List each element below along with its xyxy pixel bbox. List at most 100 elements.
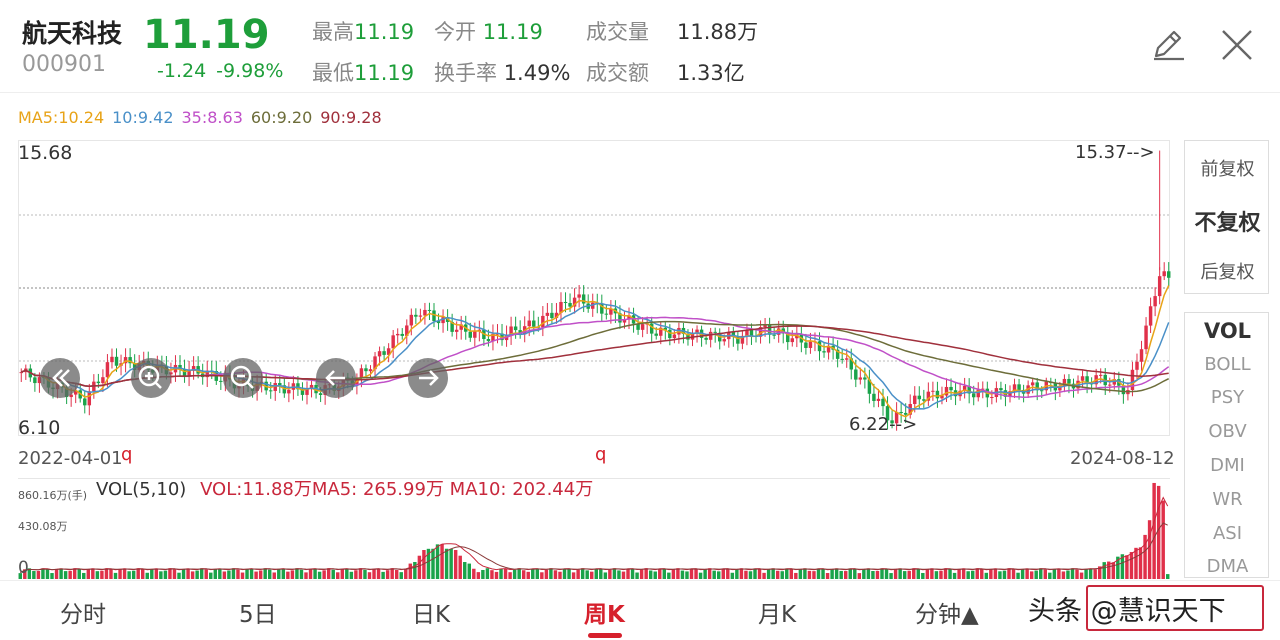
candle-body [967, 385, 971, 394]
volume-bar [1061, 571, 1066, 579]
pre-adjust-option[interactable]: 前复权 [1200, 159, 1255, 180]
y-axis-max: 15.68 [18, 142, 73, 164]
candle-body [854, 369, 858, 380]
volume-chart[interactable] [18, 478, 1170, 579]
candle-body [509, 326, 513, 336]
q-marker: q [121, 444, 133, 465]
tab-5day[interactable]: 5日 [239, 602, 277, 628]
double-chevron-left-icon [52, 369, 70, 387]
indicator-dmi[interactable]: DMI [1210, 455, 1245, 476]
close-icon[interactable] [1220, 28, 1254, 62]
volume-bar [186, 568, 190, 579]
rewind-button[interactable] [40, 358, 80, 398]
candle-body [128, 357, 132, 364]
tab-intraday[interactable]: 分时 [60, 602, 106, 628]
volume-bar [54, 569, 59, 579]
move-left-button[interactable] [316, 358, 356, 398]
volume-bar [780, 571, 784, 579]
tab-daily-k[interactable]: 日K [412, 602, 451, 628]
candle-body [1157, 276, 1162, 297]
quote-header: 航天科技 000901 11.19 -1.24 -9.98% 最高11.19 今开… [0, 0, 1280, 92]
volume-bar [476, 572, 481, 579]
volume-bar [204, 569, 208, 579]
zoom-in-button[interactable] [131, 358, 171, 398]
ma-line [21, 285, 1170, 418]
indicator-vol[interactable]: VOL [1203, 319, 1252, 343]
candle-body [999, 388, 1003, 391]
volume-bar [993, 568, 998, 579]
volume-bar [862, 569, 866, 579]
tab-monthly-k[interactable]: 月K [758, 602, 797, 628]
volume-bar [798, 569, 803, 579]
indicator-wr[interactable]: WR [1212, 489, 1243, 510]
candle-body [981, 388, 985, 390]
volume-bar [258, 570, 263, 579]
volume-bar [150, 569, 154, 579]
volume-bar [648, 570, 653, 579]
volume-bar [463, 562, 467, 579]
volume-bar [957, 569, 961, 579]
volume-bar [794, 572, 798, 579]
low-marker: 6.22--> [849, 414, 918, 435]
tab-weekly-k[interactable]: 周K [584, 602, 625, 628]
volume-bar [41, 568, 45, 579]
tab-minute[interactable]: 分钟▲ [915, 602, 979, 628]
indicator-panel: VOL BOLL PSY OBV DMI WR ASI DMA [1184, 312, 1269, 578]
candle-body [278, 383, 282, 386]
candle-body [423, 309, 427, 316]
zoom-out-button[interactable] [223, 358, 263, 398]
volume-bar [585, 570, 589, 579]
quote-volume: 成交量 [586, 20, 649, 44]
candle-body [876, 398, 881, 401]
zoom-out-icon [230, 365, 254, 389]
candle-body [577, 294, 581, 298]
edit-icon[interactable] [1150, 26, 1186, 62]
volume-bar [322, 570, 326, 579]
indicator-asi[interactable]: ASI [1212, 523, 1243, 544]
candle-body [468, 331, 472, 338]
candle-body [69, 394, 73, 398]
volume-bar [816, 568, 821, 579]
candle-body [1076, 380, 1080, 389]
kline-chart[interactable] [18, 140, 1171, 436]
no-adjust-option[interactable]: 不复权 [1194, 211, 1261, 236]
volume-bar [308, 568, 313, 579]
vol-value: VOL:11.88万 [200, 479, 312, 500]
volume-bar [830, 569, 834, 579]
post-adjust-option[interactable]: 后复权 [1200, 262, 1255, 283]
candle-body [885, 406, 890, 421]
volume-bar [884, 569, 889, 579]
volume-bar [131, 570, 136, 579]
indicator-dma[interactable]: DMA [1206, 556, 1249, 577]
volume-bar [385, 570, 390, 579]
volume-bar [961, 568, 966, 579]
volume-bar [762, 572, 766, 579]
move-right-button[interactable] [408, 358, 448, 398]
volume-bars [18, 482, 1170, 579]
volume-bar [757, 569, 762, 579]
volume-bar [549, 568, 553, 579]
indicator-boll[interactable]: BOLL [1204, 354, 1251, 375]
volume-bar [1125, 555, 1129, 579]
candle-body [309, 384, 314, 389]
candle-body [894, 411, 899, 424]
volume-bar [1161, 500, 1165, 579]
candle-body [1008, 391, 1012, 397]
volume-bar [676, 568, 680, 579]
change-percent: -9.98% [216, 60, 284, 82]
volume-bar [753, 568, 757, 579]
volume-bar [367, 572, 372, 579]
volume-bar [617, 570, 621, 579]
candle-body [736, 336, 740, 344]
indicator-psy[interactable]: PSY [1210, 387, 1245, 408]
candle-body [763, 324, 767, 328]
volume-bar [435, 544, 440, 579]
candle-body [922, 399, 926, 401]
volume-svg [18, 482, 1170, 579]
volume-bar [304, 572, 308, 579]
volume-bar [227, 570, 231, 579]
candle-body [745, 329, 749, 336]
volume-bar [231, 568, 236, 579]
volume-bar [118, 569, 122, 579]
indicator-obv[interactable]: OBV [1208, 421, 1247, 442]
